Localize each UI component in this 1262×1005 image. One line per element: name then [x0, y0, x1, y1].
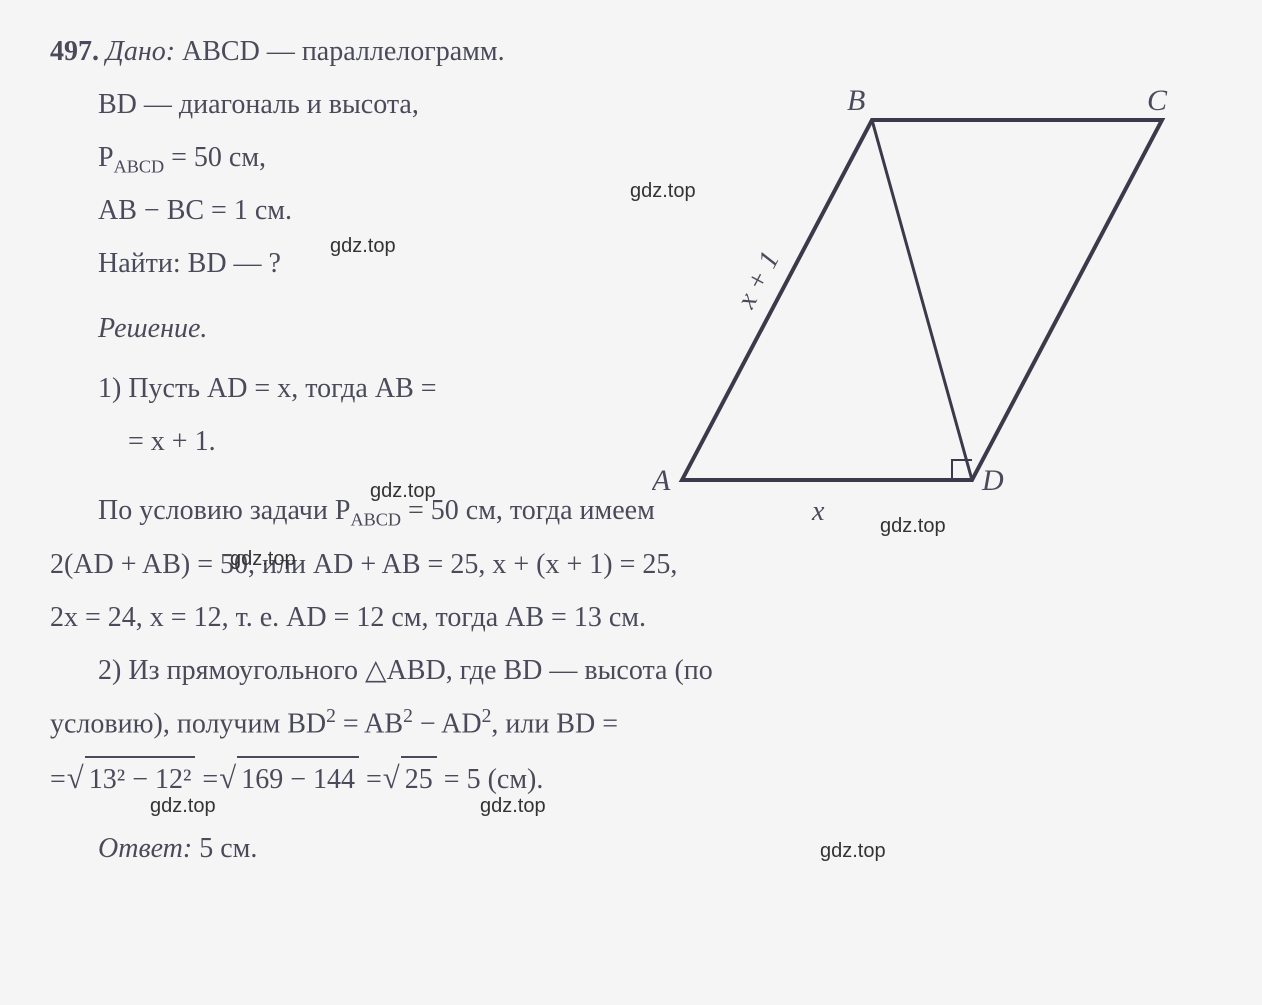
find-label: Найти:	[98, 248, 181, 279]
step2-line1: 2) Из прямоугольного △ABD, где BD — высо…	[50, 649, 1150, 694]
diagonal-bd	[872, 120, 972, 480]
given-line-4: AB − BC = 1 см.	[50, 189, 650, 234]
step2-line3: = 13² − 12² = 169 − 144 = 25 = 5 (см).	[50, 756, 1150, 803]
para2-line2: 2(AD + AB) = 50, или AD + AB = 25, x + (…	[50, 543, 1150, 588]
answer-text: 5 см.	[192, 833, 257, 864]
diagram-svg: B C A D x + 1 x	[652, 80, 1182, 530]
sqrt-1: 13² − 12²	[73, 756, 196, 803]
given-label: Дано:	[106, 36, 175, 67]
answer-line: Ответ: 5 см.	[50, 827, 1212, 872]
find-line: Найти: BD — ?	[50, 242, 650, 287]
given-line-2: BD — диагональ и высота,	[50, 83, 650, 128]
label-a: A	[652, 464, 671, 497]
edge-label-ab: x + 1	[730, 246, 786, 314]
step1-line2: = x + 1.	[50, 420, 650, 465]
sqrt-2: 169 − 144	[225, 756, 359, 803]
problem-statement: 497. Дано: ABCD — параллелограмм. BD — д…	[50, 30, 650, 287]
label-b: B	[847, 84, 865, 117]
answer-label: Ответ:	[98, 833, 192, 864]
step2-line2: условию), получим BD2 = AB2 − AD2, или B…	[50, 701, 1150, 747]
parallelogram-diagram: B C A D x + 1 x	[652, 80, 1182, 530]
solution-step1: 1) Пусть AD = x, тогда AB = = x + 1.	[50, 367, 650, 465]
problem-header: 497. Дано: ABCD — параллелограмм.	[50, 30, 650, 75]
para2-line3: 2x = 24, x = 12, т. е. AD = 12 см, тогда…	[50, 596, 1150, 641]
given-text-1: ABCD — параллелограмм.	[182, 36, 505, 67]
edge-label-ad: x	[811, 496, 825, 527]
page-content: 497. Дано: ABCD — параллелограмм. BD — д…	[50, 30, 1212, 872]
given-line-3: PABCD = 50 см,	[50, 136, 650, 182]
sqrt-3: 25	[389, 756, 437, 803]
problem-number: 497.	[50, 36, 99, 67]
label-d: D	[981, 464, 1004, 497]
find-text: BD — ?	[181, 248, 281, 279]
step1-line1: 1) Пусть AD = x, тогда AB =	[50, 367, 650, 412]
solution-step2: 2) Из прямоугольного △ABD, где BD — высо…	[50, 649, 1150, 803]
label-c: C	[1147, 84, 1168, 117]
